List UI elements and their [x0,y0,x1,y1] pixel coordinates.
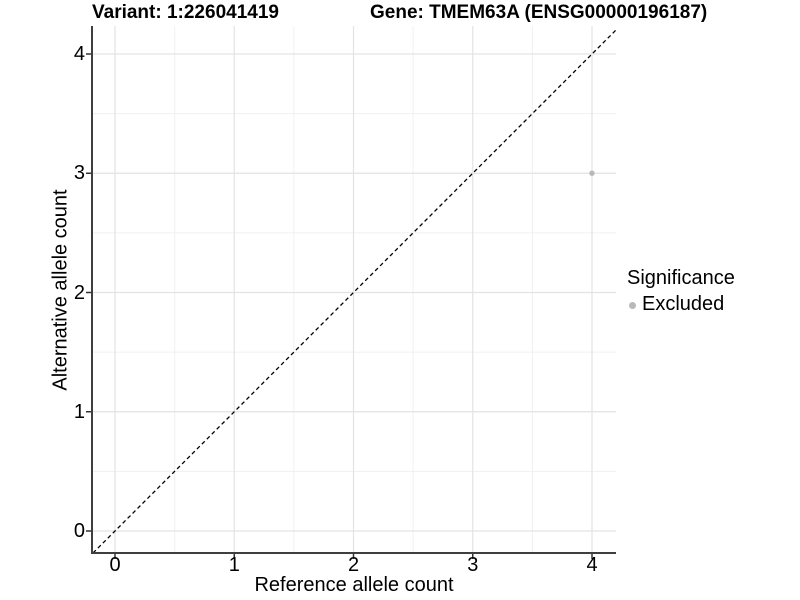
x-tick-label: 4 [586,554,598,576]
plot-title-variant: Variant: 1:226041419 [92,2,279,23]
x-axis-title: Reference allele count [254,574,454,596]
x-tick-label: 2 [347,554,360,576]
y-tick-label: 3 [73,162,85,185]
data-point-excluded [589,170,595,176]
y-tick-label: 4 [73,43,85,65]
x-tick-label: 1 [228,554,240,576]
x-tick-label: 0 [109,554,121,576]
identity-reference-line [92,29,617,554]
legend: Significance Excluded [627,267,735,316]
legend-title: Significance [627,267,735,289]
plot-title-gene: Gene: TMEM63A (ENSG00000196187) [370,2,708,23]
x-tick-label: 3 [467,554,479,576]
legend-point-icon [629,301,636,309]
legend-entry-excluded: Excluded [627,293,735,316]
y-tick-label: 1 [73,400,85,423]
y-tick-label: 2 [73,281,85,304]
y-tick-label: 0 [73,520,85,542]
legend-entry-label: Excluded [642,293,725,315]
